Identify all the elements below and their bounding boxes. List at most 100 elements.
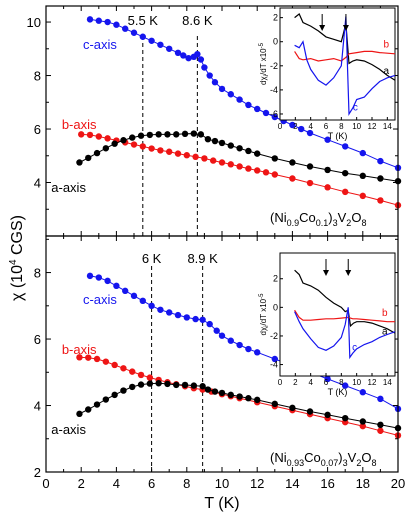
data-point xyxy=(271,355,278,363)
data-point xyxy=(146,380,154,387)
data-point xyxy=(122,287,129,295)
data-point xyxy=(174,49,182,57)
inset-series-label: c xyxy=(352,342,357,353)
inset-x-tick-label: 14 xyxy=(383,122,392,131)
data-point xyxy=(289,175,296,182)
formula-part: ) xyxy=(338,450,342,465)
data-point xyxy=(289,159,296,166)
y-tick-label: 2 xyxy=(34,465,41,480)
data-point xyxy=(236,393,243,400)
inset-y-tick-label: 2 xyxy=(273,13,278,23)
y-tick-label: 8 xyxy=(34,266,41,281)
data-point xyxy=(93,149,101,157)
x-axis-label: T (K) xyxy=(204,495,239,512)
data-point xyxy=(192,153,199,161)
inset-line-a xyxy=(294,269,396,334)
data-point xyxy=(129,383,136,391)
inset-x-tick-label: 0 xyxy=(278,378,283,387)
data-point xyxy=(262,109,270,117)
inset-y-label: dχi/dT x10-5 xyxy=(259,293,270,336)
data-point xyxy=(104,277,111,285)
formula-part: 2 xyxy=(346,218,351,228)
data-point xyxy=(206,72,213,79)
data-point xyxy=(306,129,314,137)
data-point xyxy=(377,197,384,204)
transition-label: 5.5 K xyxy=(128,13,159,28)
x-tick-label: 18 xyxy=(356,476,370,491)
inset-y-tick-label: 2 xyxy=(273,274,278,284)
x-tick-label: 0 xyxy=(42,476,49,491)
data-point xyxy=(359,172,366,180)
data-point xyxy=(204,135,212,143)
inset-x-tick-label: 4 xyxy=(308,378,313,387)
data-point xyxy=(113,282,120,290)
series-label: a-axis xyxy=(51,180,86,195)
data-point xyxy=(218,85,226,93)
data-point xyxy=(104,18,111,26)
inset-line-c xyxy=(294,307,396,360)
data-point xyxy=(190,130,198,137)
data-point xyxy=(120,365,127,372)
data-point xyxy=(130,292,138,300)
series-line-b-axis xyxy=(81,133,399,206)
data-point xyxy=(174,311,182,319)
inset-x-tick-label: 2 xyxy=(293,378,298,387)
data-point xyxy=(227,161,234,168)
data-point xyxy=(236,163,243,170)
data-point xyxy=(218,159,226,166)
inset-y-tick-label: -4 xyxy=(270,360,278,370)
data-point xyxy=(102,396,110,403)
y-tick-label: 6 xyxy=(34,332,41,347)
data-point xyxy=(199,383,206,390)
inset-series-label: b xyxy=(384,40,390,51)
x-tick-label: 16 xyxy=(320,476,334,491)
data-point xyxy=(85,406,92,413)
data-point xyxy=(95,133,103,140)
formula-part: 3 xyxy=(343,458,348,468)
data-point xyxy=(271,171,278,178)
data-point xyxy=(129,134,136,141)
data-point xyxy=(197,56,205,63)
data-point xyxy=(298,125,305,133)
inset-x-tick-label: 2 xyxy=(293,122,298,131)
inset-x-tick-label: 8 xyxy=(339,122,344,131)
inset-x-label: T (K) xyxy=(328,387,348,397)
data-point xyxy=(120,137,127,144)
data-point xyxy=(93,355,101,363)
data-point xyxy=(324,375,331,383)
data-point xyxy=(129,368,136,375)
formula-part: 0.07 xyxy=(321,458,339,468)
data-point xyxy=(76,410,83,418)
data-point xyxy=(359,418,366,425)
data-point xyxy=(93,401,101,408)
formula-part: 8 xyxy=(371,458,376,468)
inset-frame xyxy=(279,7,396,121)
inset-x-tick-label: 12 xyxy=(368,378,377,387)
inset-x-tick-label: 0 xyxy=(278,122,283,131)
data-point xyxy=(342,414,349,422)
formula-part: 8 xyxy=(361,218,366,228)
data-point xyxy=(181,381,189,389)
data-point xyxy=(342,188,349,196)
data-point xyxy=(104,135,111,142)
formula-part: 0.1 xyxy=(316,218,329,228)
data-point xyxy=(122,25,129,32)
inset-x-tick-label: 4 xyxy=(308,122,313,131)
data-point xyxy=(211,388,219,395)
data-point xyxy=(254,349,261,356)
compound-formula: (Ni0.9Co0.1)3V2O8 xyxy=(270,210,366,228)
panel-top: 5.5 K 8.6 K c-axis b-axis a-axis 4 6 8 10 (Ni0.9C… xyxy=(27,5,402,237)
data-point xyxy=(78,131,85,138)
data-point xyxy=(148,145,155,152)
x-tick-label: 10 xyxy=(215,476,229,491)
data-point xyxy=(95,17,103,24)
data-point xyxy=(130,29,138,36)
data-point xyxy=(227,142,234,149)
data-point xyxy=(102,145,110,152)
data-point xyxy=(185,54,192,62)
formula-part: (Ni xyxy=(270,450,287,465)
data-point xyxy=(155,131,162,138)
data-point xyxy=(76,159,83,166)
y-axis-label: χ (104 CGS) xyxy=(8,215,26,301)
